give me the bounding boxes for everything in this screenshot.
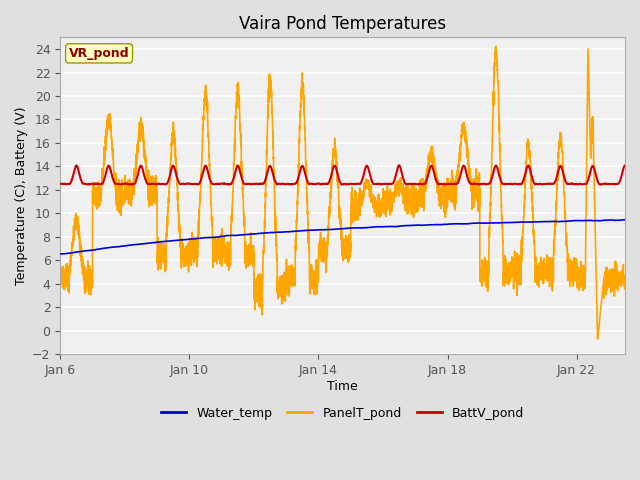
Water_temp [57,251,65,257]
BattV_pond [396,162,403,168]
Line: Water_temp: Water_temp [60,220,625,254]
Y-axis label: Temperature (C), Battery (V): Temperature (C), Battery (V) [15,107,28,285]
BattV_pond [502,181,509,187]
BattV_pond [470,181,477,187]
Line: PanelT_pond: PanelT_pond [60,46,625,339]
PanelT_pond [594,336,602,342]
Water_temp [621,217,628,223]
Water_temp [158,239,166,245]
BattV_pond [438,181,446,187]
BattV_pond [621,163,628,168]
PanelT_pond [438,188,446,193]
Title: Vaira Pond Temperatures: Vaira Pond Temperatures [239,15,446,33]
BattV_pond [322,181,330,187]
Water_temp [470,220,477,226]
BattV_pond [598,181,605,187]
Water_temp [502,220,509,226]
PanelT_pond [56,272,64,277]
Water_temp [621,217,628,223]
Legend: Water_temp, PanelT_pond, BattV_pond: Water_temp, PanelT_pond, BattV_pond [156,402,529,424]
Water_temp [621,217,629,223]
PanelT_pond [621,275,628,280]
PanelT_pond [621,281,629,287]
PanelT_pond [492,43,500,49]
Text: VR_pond: VR_pond [68,47,129,60]
PanelT_pond [502,255,509,261]
Water_temp [438,222,446,228]
X-axis label: Time: Time [327,380,358,393]
BattV_pond [158,181,166,187]
Line: BattV_pond: BattV_pond [60,165,625,184]
BattV_pond [621,163,629,168]
PanelT_pond [322,242,330,248]
PanelT_pond [158,251,166,257]
Water_temp [322,227,330,232]
PanelT_pond [469,187,477,193]
BattV_pond [56,181,64,187]
Water_temp [56,251,64,257]
